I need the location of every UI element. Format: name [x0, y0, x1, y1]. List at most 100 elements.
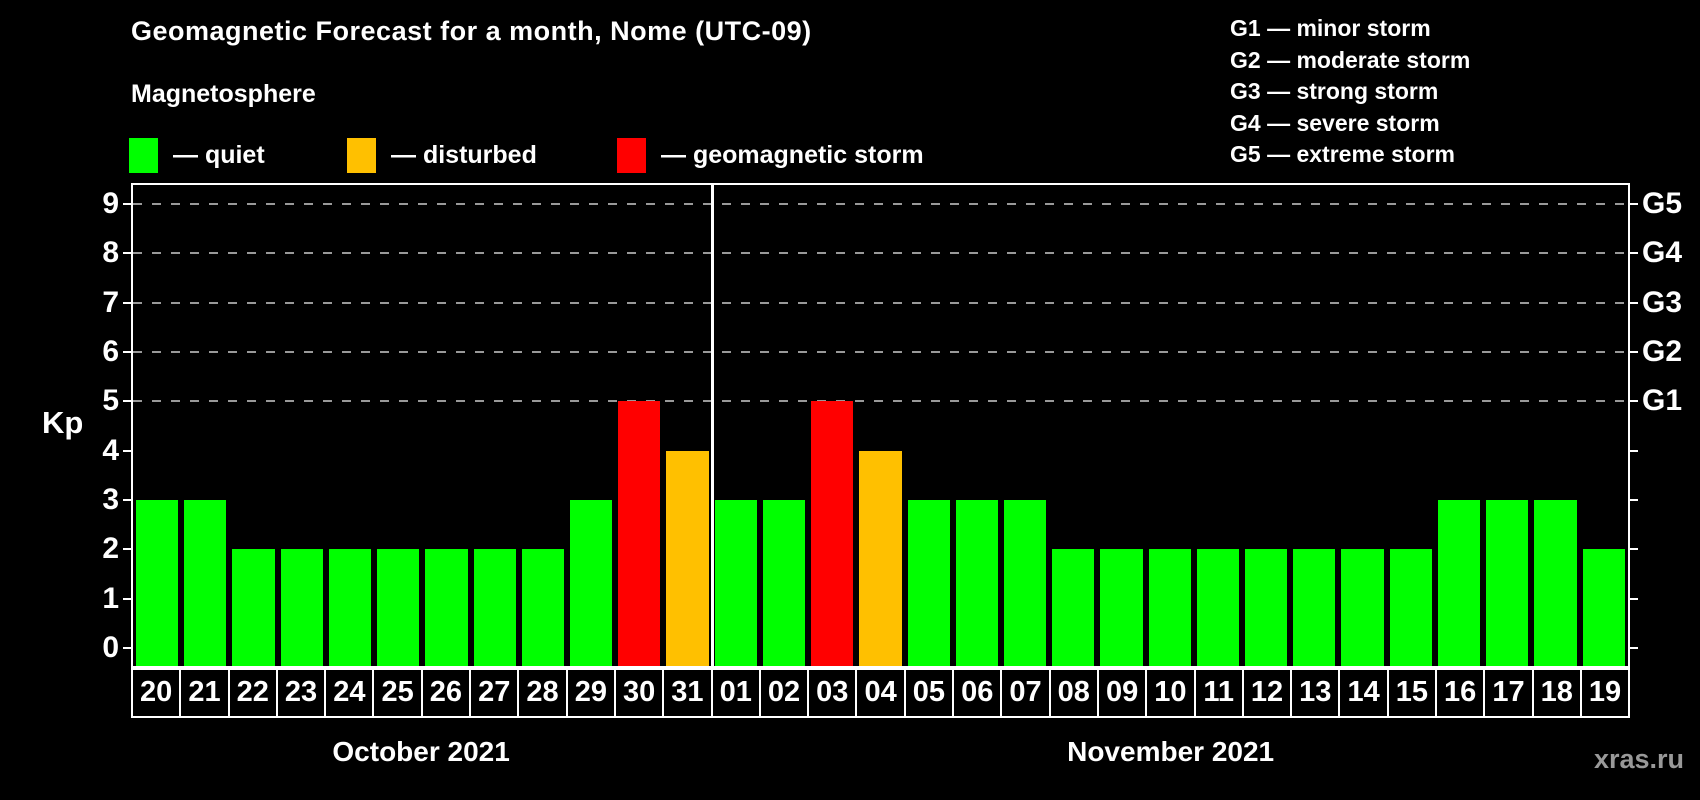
bar-slot [953, 185, 1001, 666]
gridline-kp7 [133, 301, 1628, 304]
bar-02 [762, 500, 806, 666]
right-tick [1630, 647, 1638, 650]
date-cell-26: 26 [420, 668, 472, 718]
bar-slot [663, 185, 711, 666]
date-cell-22: 22 [227, 668, 278, 718]
date-cell-31: 31 [662, 668, 713, 718]
gridline-kp8 [133, 252, 1628, 255]
bar-slot [856, 185, 904, 666]
y-tick [123, 647, 131, 650]
bar-slot [1387, 185, 1435, 666]
y-tick-label: 9 [102, 186, 119, 220]
date-cell-04: 04 [855, 668, 906, 718]
date-cell-28: 28 [517, 668, 568, 718]
bar-slot [1194, 185, 1242, 666]
g-axis-label-g3: G3 [1642, 285, 1683, 319]
gridline-kp9 [133, 202, 1628, 205]
date-axis: 20 21 22 23 24 25 26 27 28 29 30 31 01 02 03 04 05 06 07 08… [131, 668, 1631, 718]
bar-18 [1534, 500, 1577, 666]
right-tick [1630, 202, 1638, 205]
y-tick [123, 400, 131, 403]
legend-label: — geomagnetic storm [661, 141, 924, 169]
date-cell-19: 19 [1579, 668, 1631, 718]
date-cell-25: 25 [372, 668, 423, 718]
y-tick-label: 4 [102, 433, 119, 467]
right-tick [1630, 301, 1638, 304]
right-tick [1630, 252, 1638, 255]
legend-item-disturbed: — disturbed [347, 138, 537, 173]
y-tick-label: 0 [102, 631, 119, 665]
date-cell-29: 29 [565, 668, 616, 718]
bar-slot [1435, 185, 1483, 666]
bar-slot [422, 185, 470, 666]
bars-layer [133, 185, 1628, 666]
y-tick-label: 8 [102, 236, 119, 270]
y-tick [123, 252, 131, 255]
month-label-1: November 2021 [1067, 736, 1275, 767]
g-legend-line: G1 — minor storm [1230, 15, 1431, 41]
bar-slot [326, 185, 374, 666]
y-tick-label: 7 [102, 285, 119, 319]
date-cell-23: 23 [275, 668, 327, 718]
bar-11 [1196, 549, 1240, 666]
right-tick [1630, 400, 1638, 403]
bar-09 [1100, 549, 1143, 666]
bar-17 [1486, 500, 1529, 666]
date-cell-14: 14 [1338, 668, 1389, 718]
watermark: xras.ru [1593, 744, 1684, 774]
bar-30 [618, 401, 661, 666]
bar-slot [1097, 185, 1145, 666]
bar-29 [569, 500, 613, 666]
date-cell-17: 17 [1483, 668, 1534, 718]
bar-slot [615, 185, 663, 666]
g-axis-label-g5: G5 [1642, 186, 1683, 220]
bar-26 [425, 549, 468, 666]
date-cell-16: 16 [1435, 668, 1486, 718]
bar-slot [1580, 185, 1628, 666]
bar-slot [567, 185, 615, 666]
bar-slot [471, 185, 519, 666]
g-axis-label-g4: G4 [1642, 236, 1683, 270]
right-tick [1630, 499, 1638, 502]
bar-16 [1437, 500, 1481, 666]
date-cell-09: 09 [1096, 668, 1148, 718]
date-cell-02: 02 [758, 668, 810, 718]
g-axis-label-g2: G2 [1642, 334, 1683, 368]
y-tick-label: 5 [102, 384, 119, 418]
bar-27 [473, 549, 516, 666]
bar-06 [955, 500, 998, 666]
bar-25 [377, 549, 420, 666]
bar-slot [808, 185, 856, 666]
magnetosphere-legend: — quiet — disturbed — geomagnetic storm [0, 138, 1000, 176]
y-tick-label: 3 [102, 483, 119, 517]
date-cell-06: 06 [952, 668, 1003, 718]
y-tick [123, 449, 131, 452]
date-cell-11: 11 [1193, 668, 1244, 718]
g-legend-line: G2 — moderate storm [1230, 46, 1471, 73]
bar-slot [278, 185, 326, 666]
bar-slot [1049, 185, 1097, 666]
date-cell-18: 18 [1531, 668, 1582, 718]
g-axis-label-g1: G1 [1642, 384, 1683, 418]
bar-slot [905, 185, 953, 666]
date-cell-24: 24 [324, 668, 375, 718]
bar-19 [1582, 549, 1625, 666]
bar-slot [1001, 185, 1049, 666]
subtitle-magnetosphere: Magnetosphere [131, 80, 316, 108]
legend-label: — disturbed [391, 141, 537, 169]
bar-slot [181, 185, 229, 666]
legend-item-quiet: — quiet [129, 138, 265, 173]
bar-14 [1341, 549, 1384, 666]
bar-07 [1003, 500, 1047, 666]
right-tick [1630, 350, 1638, 353]
bar-slot [712, 185, 760, 666]
date-cell-12: 12 [1241, 668, 1293, 718]
date-cell-08: 08 [1048, 668, 1099, 718]
bar-22 [232, 549, 275, 666]
bar-slot [1146, 185, 1194, 666]
y-tick-label: 2 [102, 532, 119, 566]
y-tick [123, 548, 131, 551]
date-cell-13: 13 [1290, 668, 1341, 718]
bar-04 [859, 450, 902, 666]
y-tick [123, 597, 131, 600]
